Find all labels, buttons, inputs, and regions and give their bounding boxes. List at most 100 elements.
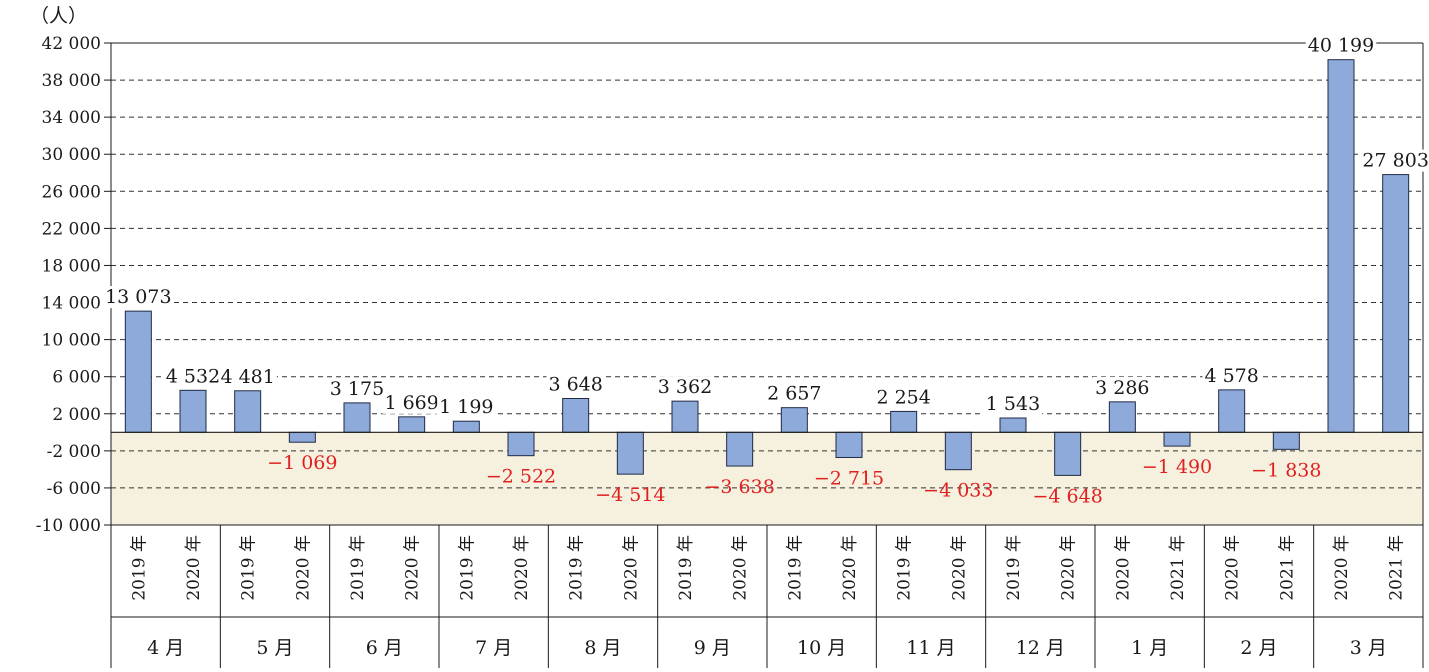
negative-value-band xyxy=(111,432,1423,525)
data-label-background xyxy=(327,377,387,400)
category-year-label: 2021 年 xyxy=(1168,535,1188,601)
category-month-label: 2 月 xyxy=(1240,637,1277,659)
y-axis-ticks: 42 000 38 000 34 000 30 000 26 000 22 000 18 0… xyxy=(36,34,101,536)
data-label: 3 175 xyxy=(330,378,384,400)
data-label: −4 514 xyxy=(595,484,665,506)
y-tick-label: 14 000 xyxy=(42,294,101,314)
data-label-background xyxy=(983,393,1043,416)
category-year-label: 2019 年 xyxy=(785,535,805,601)
y-tick-label: 10 000 xyxy=(42,331,101,351)
category-year-label: 2021 年 xyxy=(1277,535,1297,601)
gridlines xyxy=(111,79,1423,489)
bar xyxy=(179,389,207,433)
data-label: 1 199 xyxy=(439,396,493,418)
bar xyxy=(1163,431,1191,447)
y-tick-label: -6 000 xyxy=(47,479,101,499)
data-label-background xyxy=(163,365,223,388)
category-year-label: 2020 年 xyxy=(840,535,860,601)
category-month-label: 7 月 xyxy=(475,637,512,659)
bar xyxy=(1382,174,1410,433)
bar xyxy=(616,431,644,475)
category-month-label: 4 月 xyxy=(147,637,184,659)
data-label: −4 033 xyxy=(923,480,993,502)
data-label: 13 073 xyxy=(105,286,171,308)
y-tick-label: 6 000 xyxy=(52,368,101,388)
category-year-label: 2020 年 xyxy=(403,535,423,601)
category-year-label: 2019 年 xyxy=(239,535,259,601)
bar xyxy=(124,310,152,433)
data-label: 2 657 xyxy=(767,383,821,405)
data-label: 4 481 xyxy=(220,366,274,388)
y-tick-label: 22 000 xyxy=(42,219,101,239)
bars xyxy=(124,59,1410,476)
category-year-label: 2019 年 xyxy=(129,535,149,601)
data-label: 1 669 xyxy=(384,392,438,414)
category-month-label: 8 月 xyxy=(584,637,621,659)
category-year-label: 2020 年 xyxy=(293,535,313,601)
data-label-background xyxy=(1202,364,1261,387)
data-label: 3 286 xyxy=(1095,377,1149,399)
bar xyxy=(562,397,590,433)
category-year-label: 2020 年 xyxy=(731,535,751,601)
category-month-label: 11 月 xyxy=(906,637,955,659)
category-year-label: 2020 年 xyxy=(184,535,204,601)
category-labels: 2019 年 2020 年 4 月 2019 年 2020 年 5 月 2019 年 2020… xyxy=(129,535,1406,659)
bar xyxy=(1054,431,1082,476)
category-month-label: 10 月 xyxy=(797,637,846,659)
data-label-background xyxy=(546,373,605,396)
data-label-background xyxy=(1360,149,1429,172)
category-year-label: 2020 年 xyxy=(949,535,969,601)
y-tick-label: 38 000 xyxy=(42,71,101,91)
bar xyxy=(780,407,808,433)
data-label-background xyxy=(218,365,277,388)
data-label: −2 715 xyxy=(814,467,884,489)
data-label-background xyxy=(1093,376,1152,399)
category-year-label: 2019 年 xyxy=(895,535,915,601)
data-label: 4 532 xyxy=(166,365,220,387)
data-label: 3 648 xyxy=(548,373,602,395)
bar xyxy=(398,416,426,433)
category-year-label: 2020 年 xyxy=(621,535,641,601)
bar xyxy=(835,431,863,458)
category-month-label: 6 月 xyxy=(366,637,403,659)
data-label: 40 199 xyxy=(1308,35,1374,57)
data-label: −1 838 xyxy=(1251,459,1321,481)
category-year-label: 2021 年 xyxy=(1387,535,1407,601)
category-month-label: 12 月 xyxy=(1016,637,1065,659)
data-label: 3 362 xyxy=(658,376,712,398)
category-year-label: 2019 年 xyxy=(457,535,477,601)
bar xyxy=(999,417,1027,433)
bar xyxy=(890,410,918,433)
plot-background xyxy=(111,432,1423,525)
category-year-label: 2020 年 xyxy=(1332,535,1352,601)
data-label: 1 543 xyxy=(986,393,1040,415)
y-tick-label: -10 000 xyxy=(36,516,101,536)
data-label: −1 490 xyxy=(1142,456,1212,478)
data-label-background xyxy=(874,386,933,409)
data-label-background xyxy=(437,396,496,419)
data-label: −1 069 xyxy=(267,452,337,474)
category-month-label: 1 月 xyxy=(1131,637,1168,659)
y-axis-unit-label: （人） xyxy=(30,5,87,27)
bar xyxy=(452,420,480,433)
y-tick-label: 18 000 xyxy=(42,256,101,276)
category-year-label: 2019 年 xyxy=(348,535,368,601)
bar xyxy=(944,431,972,471)
data-label: −3 638 xyxy=(705,476,775,498)
category-month-label: 3 月 xyxy=(1350,637,1387,659)
bar xyxy=(1218,389,1246,433)
category-year-label: 2020 年 xyxy=(1059,535,1079,601)
bar xyxy=(1272,431,1300,450)
y-tick-label: -2 000 xyxy=(47,442,101,462)
data-label-background xyxy=(1305,34,1377,57)
bar xyxy=(343,402,371,433)
category-year-label: 2019 年 xyxy=(567,535,587,601)
bar xyxy=(726,431,754,467)
data-label: 4 578 xyxy=(1204,365,1258,387)
category-year-label: 2019 年 xyxy=(676,535,696,601)
y-tick-label: 34 000 xyxy=(42,108,101,128)
bar xyxy=(288,431,316,443)
bar xyxy=(671,400,699,433)
